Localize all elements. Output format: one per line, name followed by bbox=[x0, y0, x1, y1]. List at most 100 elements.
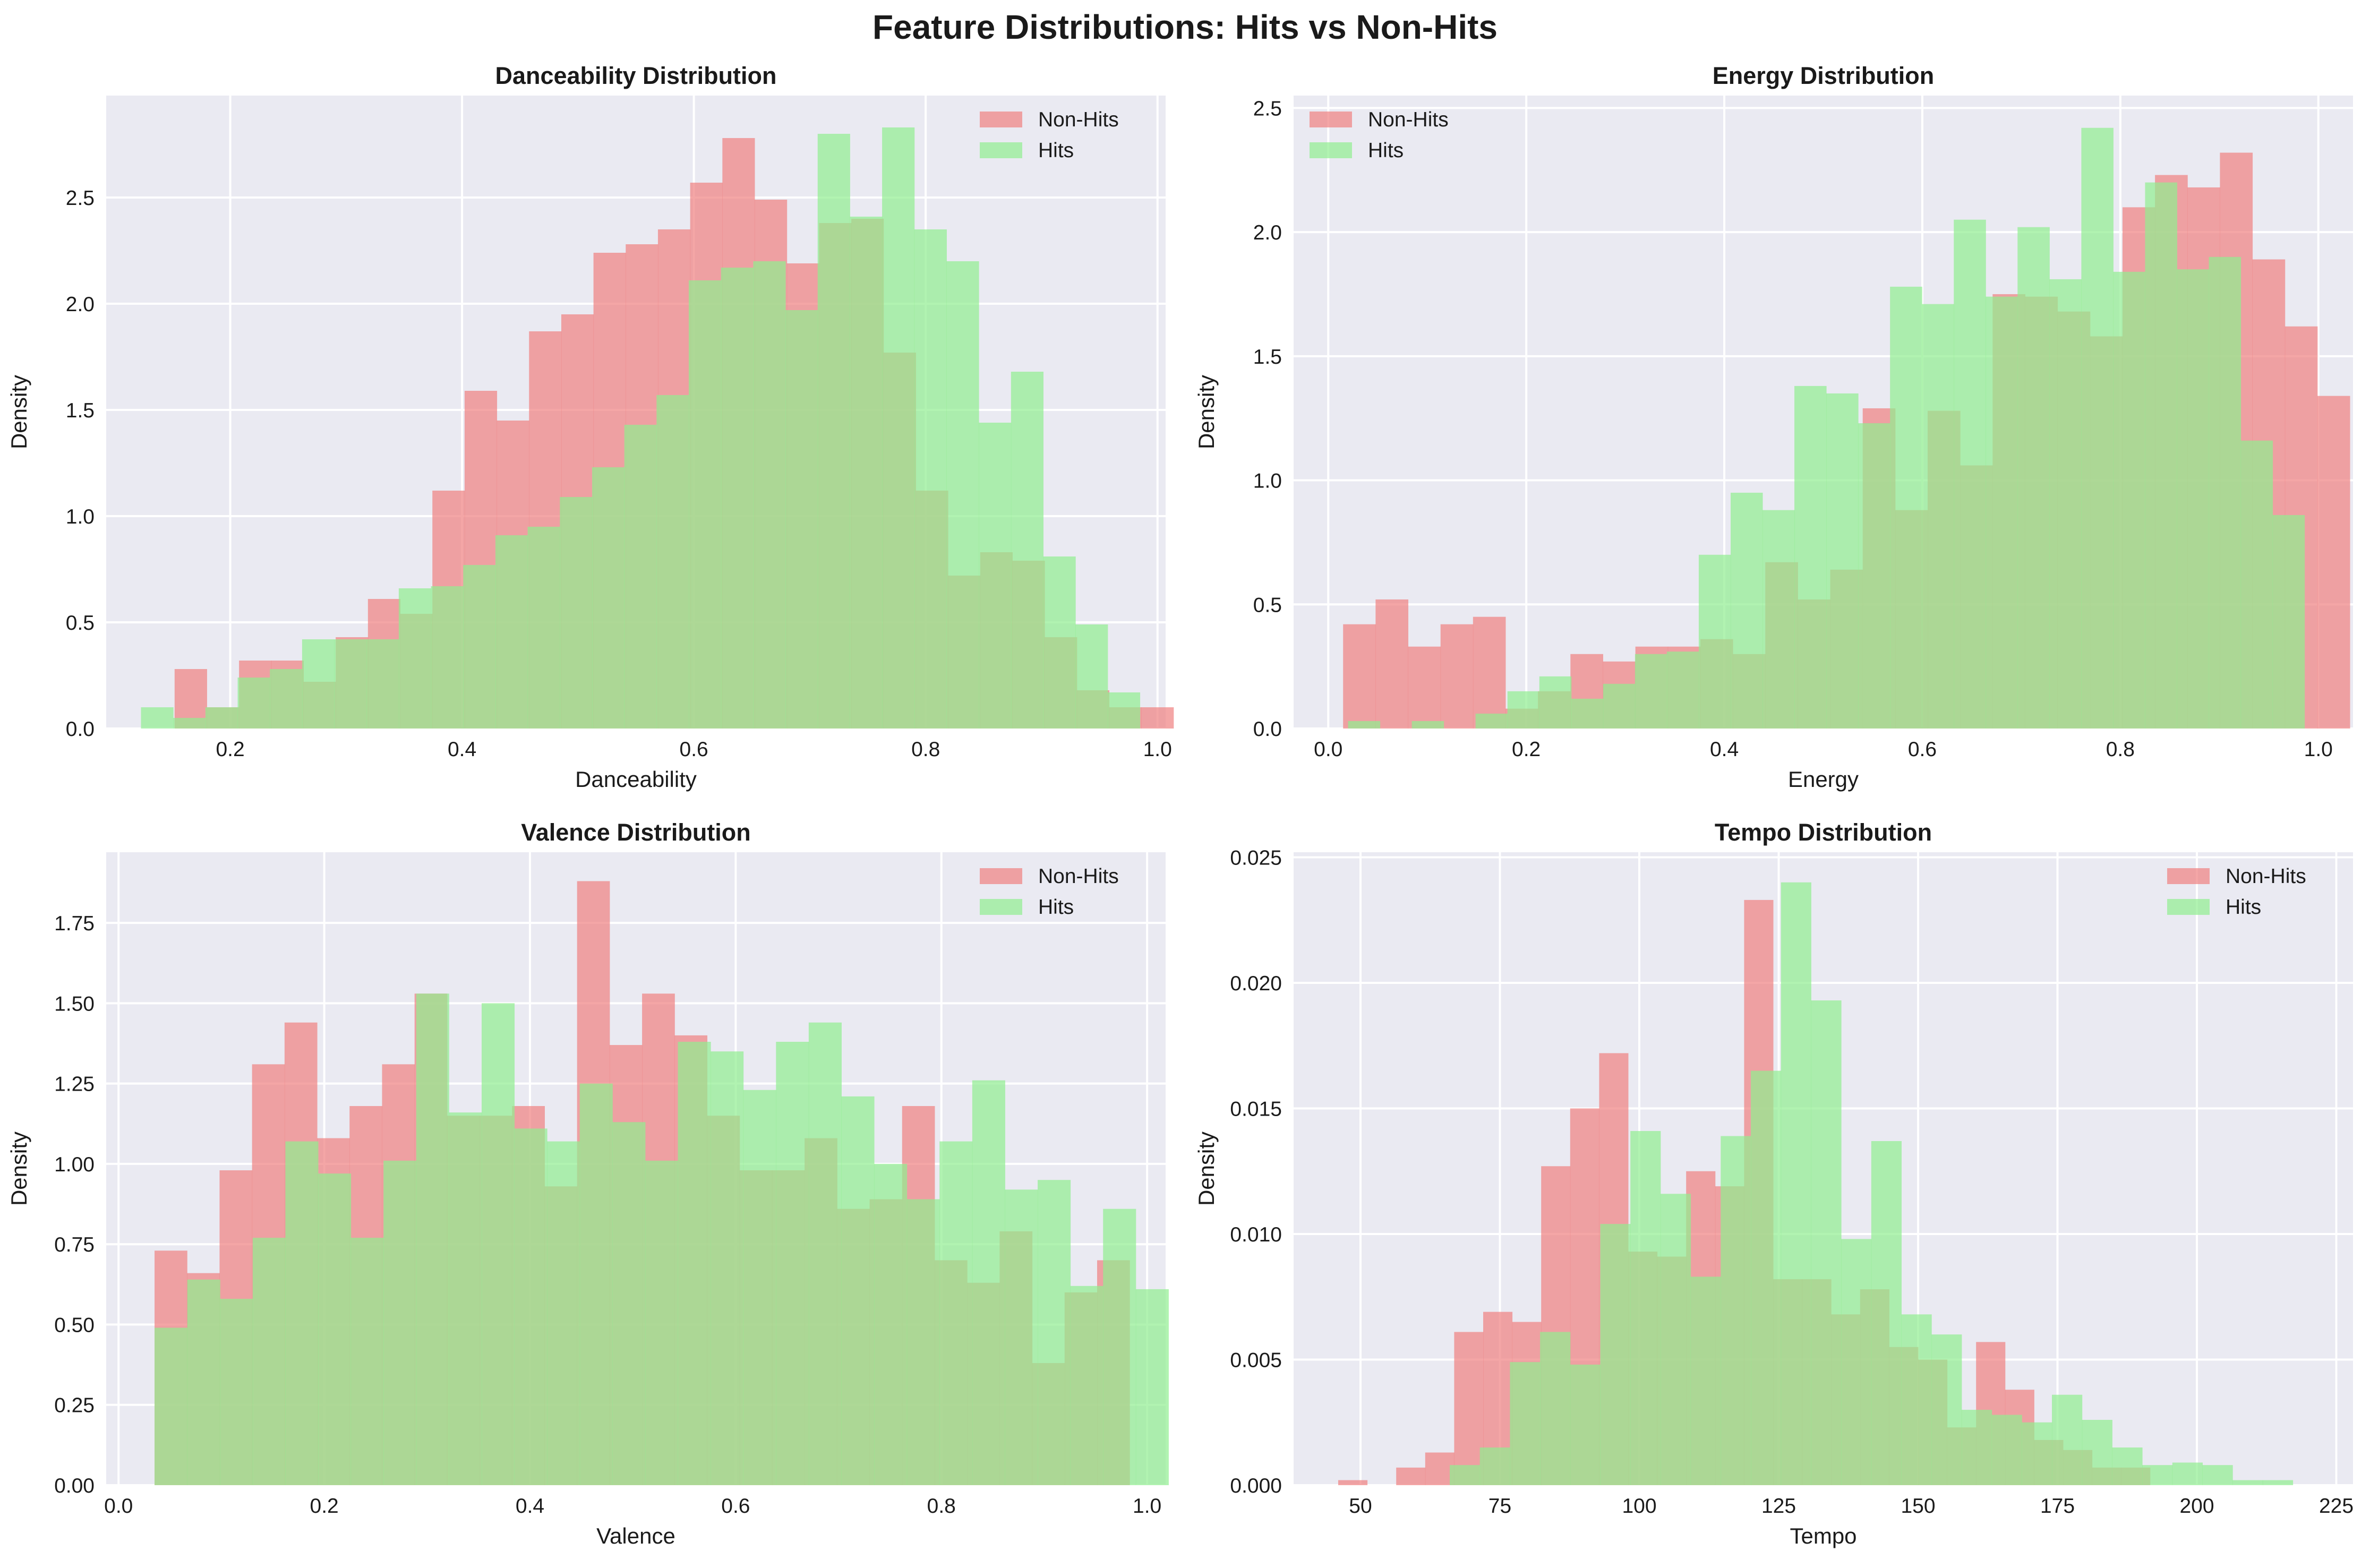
histogram-bar bbox=[1762, 510, 1795, 729]
legend: Non-Hits Hits bbox=[2167, 865, 2306, 919]
histogram-bar bbox=[1011, 372, 1044, 729]
histogram-bar bbox=[2052, 1394, 2083, 1485]
histogram-bar bbox=[972, 1080, 1005, 1485]
histogram-bar bbox=[1730, 492, 1763, 729]
histogram-bar bbox=[237, 678, 270, 729]
histogram-bar bbox=[2142, 1465, 2173, 1485]
series-hits bbox=[141, 127, 1141, 729]
histogram-bar bbox=[721, 268, 754, 729]
histogram-bar bbox=[2177, 269, 2210, 729]
histogram-bar bbox=[817, 134, 850, 729]
histogram-bar bbox=[1890, 286, 1922, 729]
histogram-bar bbox=[946, 261, 979, 729]
x-tick-label: 1.0 bbox=[2304, 738, 2333, 761]
y-tick-label: 0.5 bbox=[66, 612, 95, 635]
y-axis-label: Density bbox=[6, 375, 31, 449]
histogram-bar bbox=[1603, 683, 1636, 729]
histogram-bar bbox=[1408, 646, 1441, 729]
histogram-bar bbox=[141, 707, 174, 729]
series-hits bbox=[155, 993, 1169, 1485]
x-tick-label: 1.0 bbox=[1133, 1495, 1161, 1518]
x-tick-label: 0.4 bbox=[1710, 738, 1739, 761]
histogram-bar bbox=[350, 1238, 384, 1485]
histogram-bar bbox=[416, 993, 449, 1485]
legend-label: Hits bbox=[1038, 139, 1074, 162]
y-tick-label: 0.0 bbox=[1253, 718, 1282, 741]
histogram-bar bbox=[431, 586, 464, 729]
histogram-bar bbox=[1005, 1189, 1038, 1485]
y-axis-label: Density bbox=[1194, 1132, 1219, 1206]
x-axis-label: Tempo bbox=[1790, 1523, 1856, 1548]
y-tick-label: 1.5 bbox=[66, 399, 95, 422]
x-tick-label: 200 bbox=[2179, 1495, 2214, 1518]
histogram-bar bbox=[656, 395, 689, 729]
histogram-bar bbox=[1811, 1000, 1842, 1485]
histogram-bar bbox=[1571, 698, 1604, 729]
series-hits bbox=[1450, 882, 2294, 1485]
histogram-bar bbox=[1635, 654, 1667, 729]
histogram-bar bbox=[711, 1051, 744, 1485]
x-tick-label: 225 bbox=[2319, 1495, 2354, 1518]
legend-label: Non-Hits bbox=[1038, 865, 1119, 888]
histogram-bar bbox=[612, 1122, 646, 1485]
legend-swatch-non-hits bbox=[2167, 868, 2210, 884]
legend-label: Hits bbox=[2226, 896, 2261, 919]
y-tick-label: 1.0 bbox=[66, 505, 95, 528]
histogram-bar bbox=[1751, 1070, 1782, 1485]
legend: Non-Hits Hits bbox=[1310, 108, 1449, 162]
histogram-bar bbox=[2113, 271, 2145, 729]
histogram-bar bbox=[2145, 182, 2177, 729]
histogram-bar bbox=[1343, 624, 1376, 729]
x-tick-label: 0.0 bbox=[104, 1495, 133, 1518]
histogram-bar bbox=[2209, 256, 2241, 729]
histogram-bar bbox=[1107, 692, 1141, 729]
histogram-bar bbox=[1507, 691, 1540, 729]
histogram-bar bbox=[592, 467, 625, 729]
histogram-bar bbox=[220, 1299, 253, 1485]
histogram-bar bbox=[785, 310, 818, 729]
histogram-bar bbox=[579, 1083, 613, 1485]
histogram-bar bbox=[939, 1141, 973, 1485]
y-tick-label: 0.5 bbox=[1253, 594, 1282, 616]
y-tick-label: 0.0 bbox=[66, 718, 95, 741]
histogram-bar bbox=[514, 1128, 547, 1485]
legend-label: Hits bbox=[1368, 139, 1404, 162]
legend-swatch-hits bbox=[980, 899, 1022, 915]
x-tick-label: 0.8 bbox=[2106, 738, 2135, 761]
x-tick-label: 100 bbox=[1622, 1495, 1656, 1518]
histogram-bar bbox=[2240, 440, 2273, 729]
histogram-bar bbox=[1901, 1314, 1932, 1485]
histogram-bar bbox=[1871, 1141, 1902, 1485]
histogram-bar bbox=[2049, 279, 2082, 729]
y-tick-label: 2.5 bbox=[66, 187, 95, 210]
histogram-bar bbox=[850, 217, 883, 729]
y-tick-label: 1.50 bbox=[54, 992, 95, 1015]
histogram-bar bbox=[2022, 1422, 2052, 1485]
legend-swatch-hits bbox=[980, 142, 1022, 158]
histogram-bar bbox=[1440, 624, 1474, 729]
histogram-bar bbox=[678, 1041, 711, 1485]
histogram-bar bbox=[1141, 707, 1174, 729]
histogram-bar bbox=[1411, 721, 1444, 729]
y-tick-label: 0.25 bbox=[54, 1394, 95, 1417]
histogram-bar bbox=[2317, 396, 2350, 729]
x-tick-label: 0.6 bbox=[721, 1495, 750, 1518]
histogram-bar bbox=[1450, 1465, 1481, 1485]
histogram-bar bbox=[979, 423, 1012, 729]
histogram-bar bbox=[2262, 1480, 2294, 1485]
histogram-bar bbox=[1038, 1180, 1071, 1485]
histogram-bar bbox=[1375, 599, 1409, 729]
tempo-chart-title: Tempo Distribution bbox=[1715, 819, 1932, 846]
x-tick-label: 0.6 bbox=[680, 738, 708, 761]
histogram-bar bbox=[645, 1160, 679, 1485]
histogram-bar bbox=[2232, 1480, 2263, 1485]
y-tick-label: 0.025 bbox=[1230, 846, 1282, 869]
x-tick-label: 0.0 bbox=[1314, 738, 1342, 761]
legend-label: Non-Hits bbox=[1038, 108, 1119, 131]
histogram-bar bbox=[2082, 1420, 2112, 1485]
legend-label: Hits bbox=[1038, 896, 1074, 919]
x-tick-label: 1.0 bbox=[1143, 738, 1172, 761]
histogram-bar bbox=[1425, 1452, 1454, 1485]
